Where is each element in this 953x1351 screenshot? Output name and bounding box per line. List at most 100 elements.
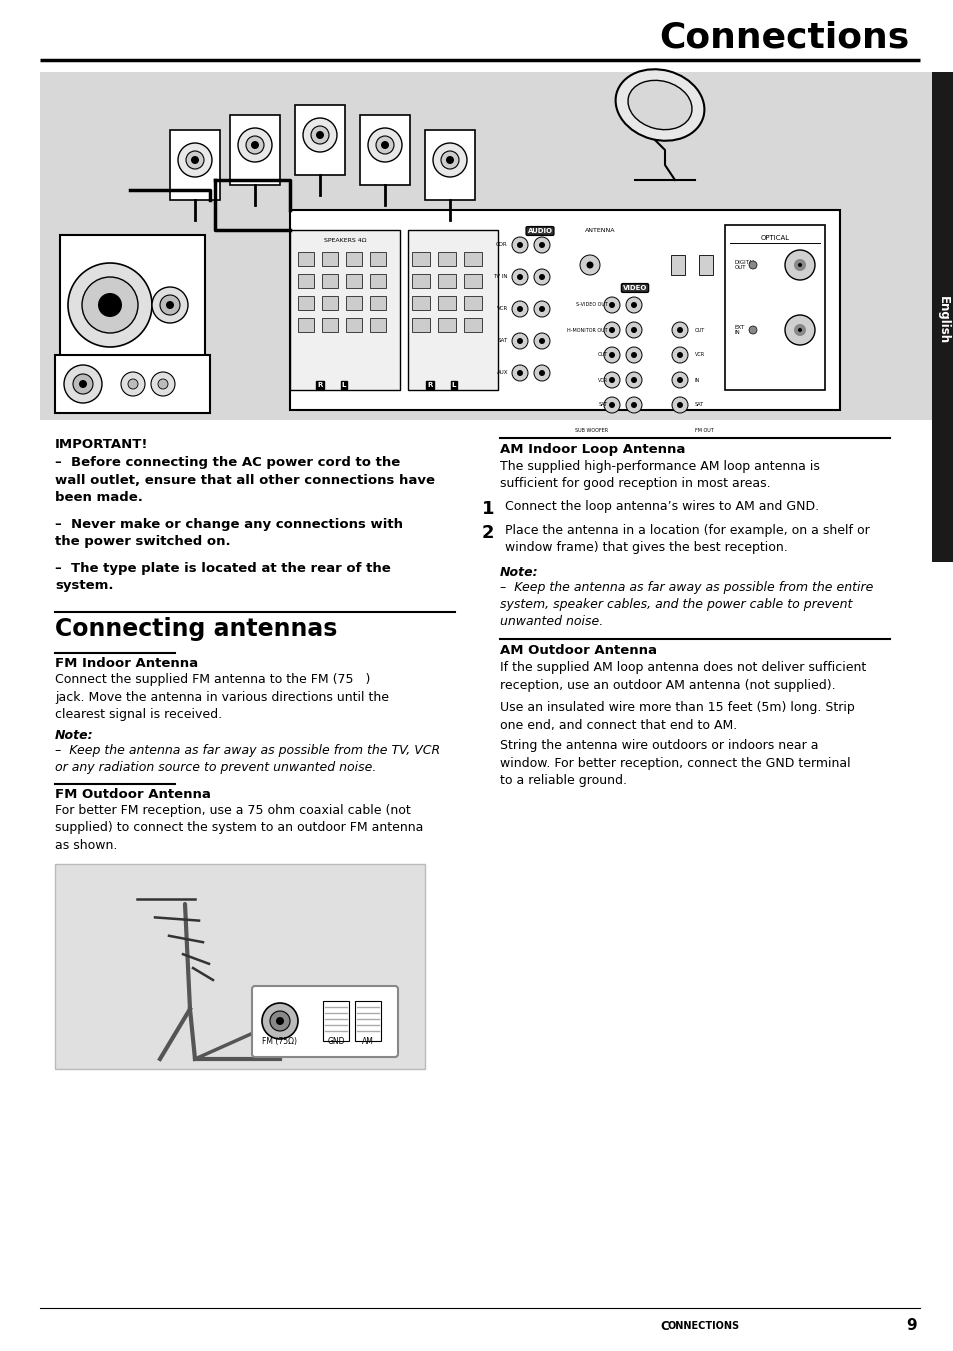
Bar [412,317,430,332]
Text: AM Indoor Loop Antenna: AM Indoor Loop Antenna [499,443,684,457]
Circle shape [275,1017,284,1025]
Bar [297,296,314,309]
Bar [55,865,424,1069]
Circle shape [538,274,544,280]
Circle shape [375,136,394,154]
Circle shape [608,353,615,358]
Bar [437,274,456,288]
Circle shape [251,141,258,149]
Circle shape [512,301,527,317]
Circle shape [534,365,550,381]
Bar [437,296,456,309]
Text: For better FM reception, use a 75 ohm coaxial cable (not
supplied) to connect th: For better FM reception, use a 75 ohm co… [55,804,423,852]
Circle shape [512,269,527,285]
Circle shape [64,365,102,403]
Circle shape [625,372,641,388]
Circle shape [440,151,458,169]
Circle shape [603,297,619,313]
Text: 2: 2 [481,524,494,542]
Text: OUT: OUT [695,327,704,332]
Circle shape [630,377,637,382]
Text: AUDIO: AUDIO [527,228,552,234]
Circle shape [608,303,615,308]
Circle shape [368,128,401,162]
Circle shape [797,263,801,267]
Ellipse shape [615,69,703,141]
Circle shape [677,353,682,358]
Bar [346,274,361,288]
Text: OUT: OUT [598,353,607,358]
Circle shape [608,403,615,408]
Text: English: English [936,296,948,345]
Text: The supplied high-performance AM loop antenna is
sufficient for good reception i: The supplied high-performance AM loop an… [499,459,819,490]
Circle shape [151,372,174,396]
Bar [412,274,430,288]
Circle shape [677,377,682,382]
Text: 1: 1 [481,500,494,517]
Text: L: L [452,382,456,388]
Text: Note:: Note: [55,730,93,742]
Text: Connecting antennas: Connecting antennas [55,617,337,640]
Text: –  The type plate is located at the rear of the
system.: – The type plate is located at the rear … [55,562,391,593]
Circle shape [517,274,522,280]
Text: DIGITAL
OUT: DIGITAL OUT [734,259,756,270]
Text: AM Outdoor Antenna: AM Outdoor Antenna [499,644,657,657]
Circle shape [625,297,641,313]
Bar [297,274,314,288]
Circle shape [603,347,619,363]
Circle shape [68,263,152,347]
Text: SAT: SAT [598,403,607,408]
Circle shape [158,380,168,389]
Bar [294,105,345,176]
Circle shape [237,128,272,162]
Circle shape [784,315,814,345]
Bar [290,209,840,409]
Circle shape [793,259,805,272]
Bar [322,274,337,288]
Bar [322,317,337,332]
Bar [322,296,337,309]
Circle shape [186,151,204,169]
Text: –  Keep the antenna as far away as possible from the TV, VCR
or any radiation so: – Keep the antenna as far away as possib… [55,744,439,774]
Text: –  Never make or change any connections with
the power switched on.: – Never make or change any connections w… [55,517,402,549]
Bar [408,230,497,390]
Circle shape [630,303,637,308]
Text: SPEAKERS 4Ω: SPEAKERS 4Ω [323,238,366,243]
Text: VCR: VCR [497,307,507,312]
Text: EXT
IN: EXT IN [734,324,744,335]
Circle shape [579,255,599,276]
Circle shape [603,372,619,388]
Text: 9: 9 [905,1319,917,1333]
Bar [412,296,430,309]
Circle shape [160,295,180,315]
Text: Place the antenna in a location (for example, on a shelf or
window frame) that g: Place the antenna in a location (for exa… [504,524,869,554]
Bar [412,253,430,266]
Text: FM Outdoor Antenna: FM Outdoor Antenna [55,788,211,801]
Bar [60,235,205,405]
Text: OPTICAL: OPTICAL [760,235,789,240]
Text: ONNECTIONS: ONNECTIONS [667,1321,740,1331]
Text: SUB WOOFER: SUB WOOFER [575,427,607,432]
Bar [463,253,481,266]
Bar [346,296,361,309]
Circle shape [191,155,199,163]
Circle shape [534,269,550,285]
Circle shape [625,322,641,338]
Circle shape [586,262,593,269]
Text: VCR: VCR [598,377,607,382]
Text: SAT: SAT [695,403,703,408]
Bar [359,115,410,185]
Bar [290,230,399,390]
Circle shape [166,301,173,309]
Bar [322,253,337,266]
Bar [437,253,456,266]
Circle shape [630,353,637,358]
Circle shape [793,324,805,336]
Text: FM OUT: FM OUT [695,427,713,432]
Bar [370,296,386,309]
Bar [346,317,361,332]
Bar [346,253,361,266]
Bar [370,253,386,266]
Circle shape [79,380,87,388]
Circle shape [262,1002,297,1039]
